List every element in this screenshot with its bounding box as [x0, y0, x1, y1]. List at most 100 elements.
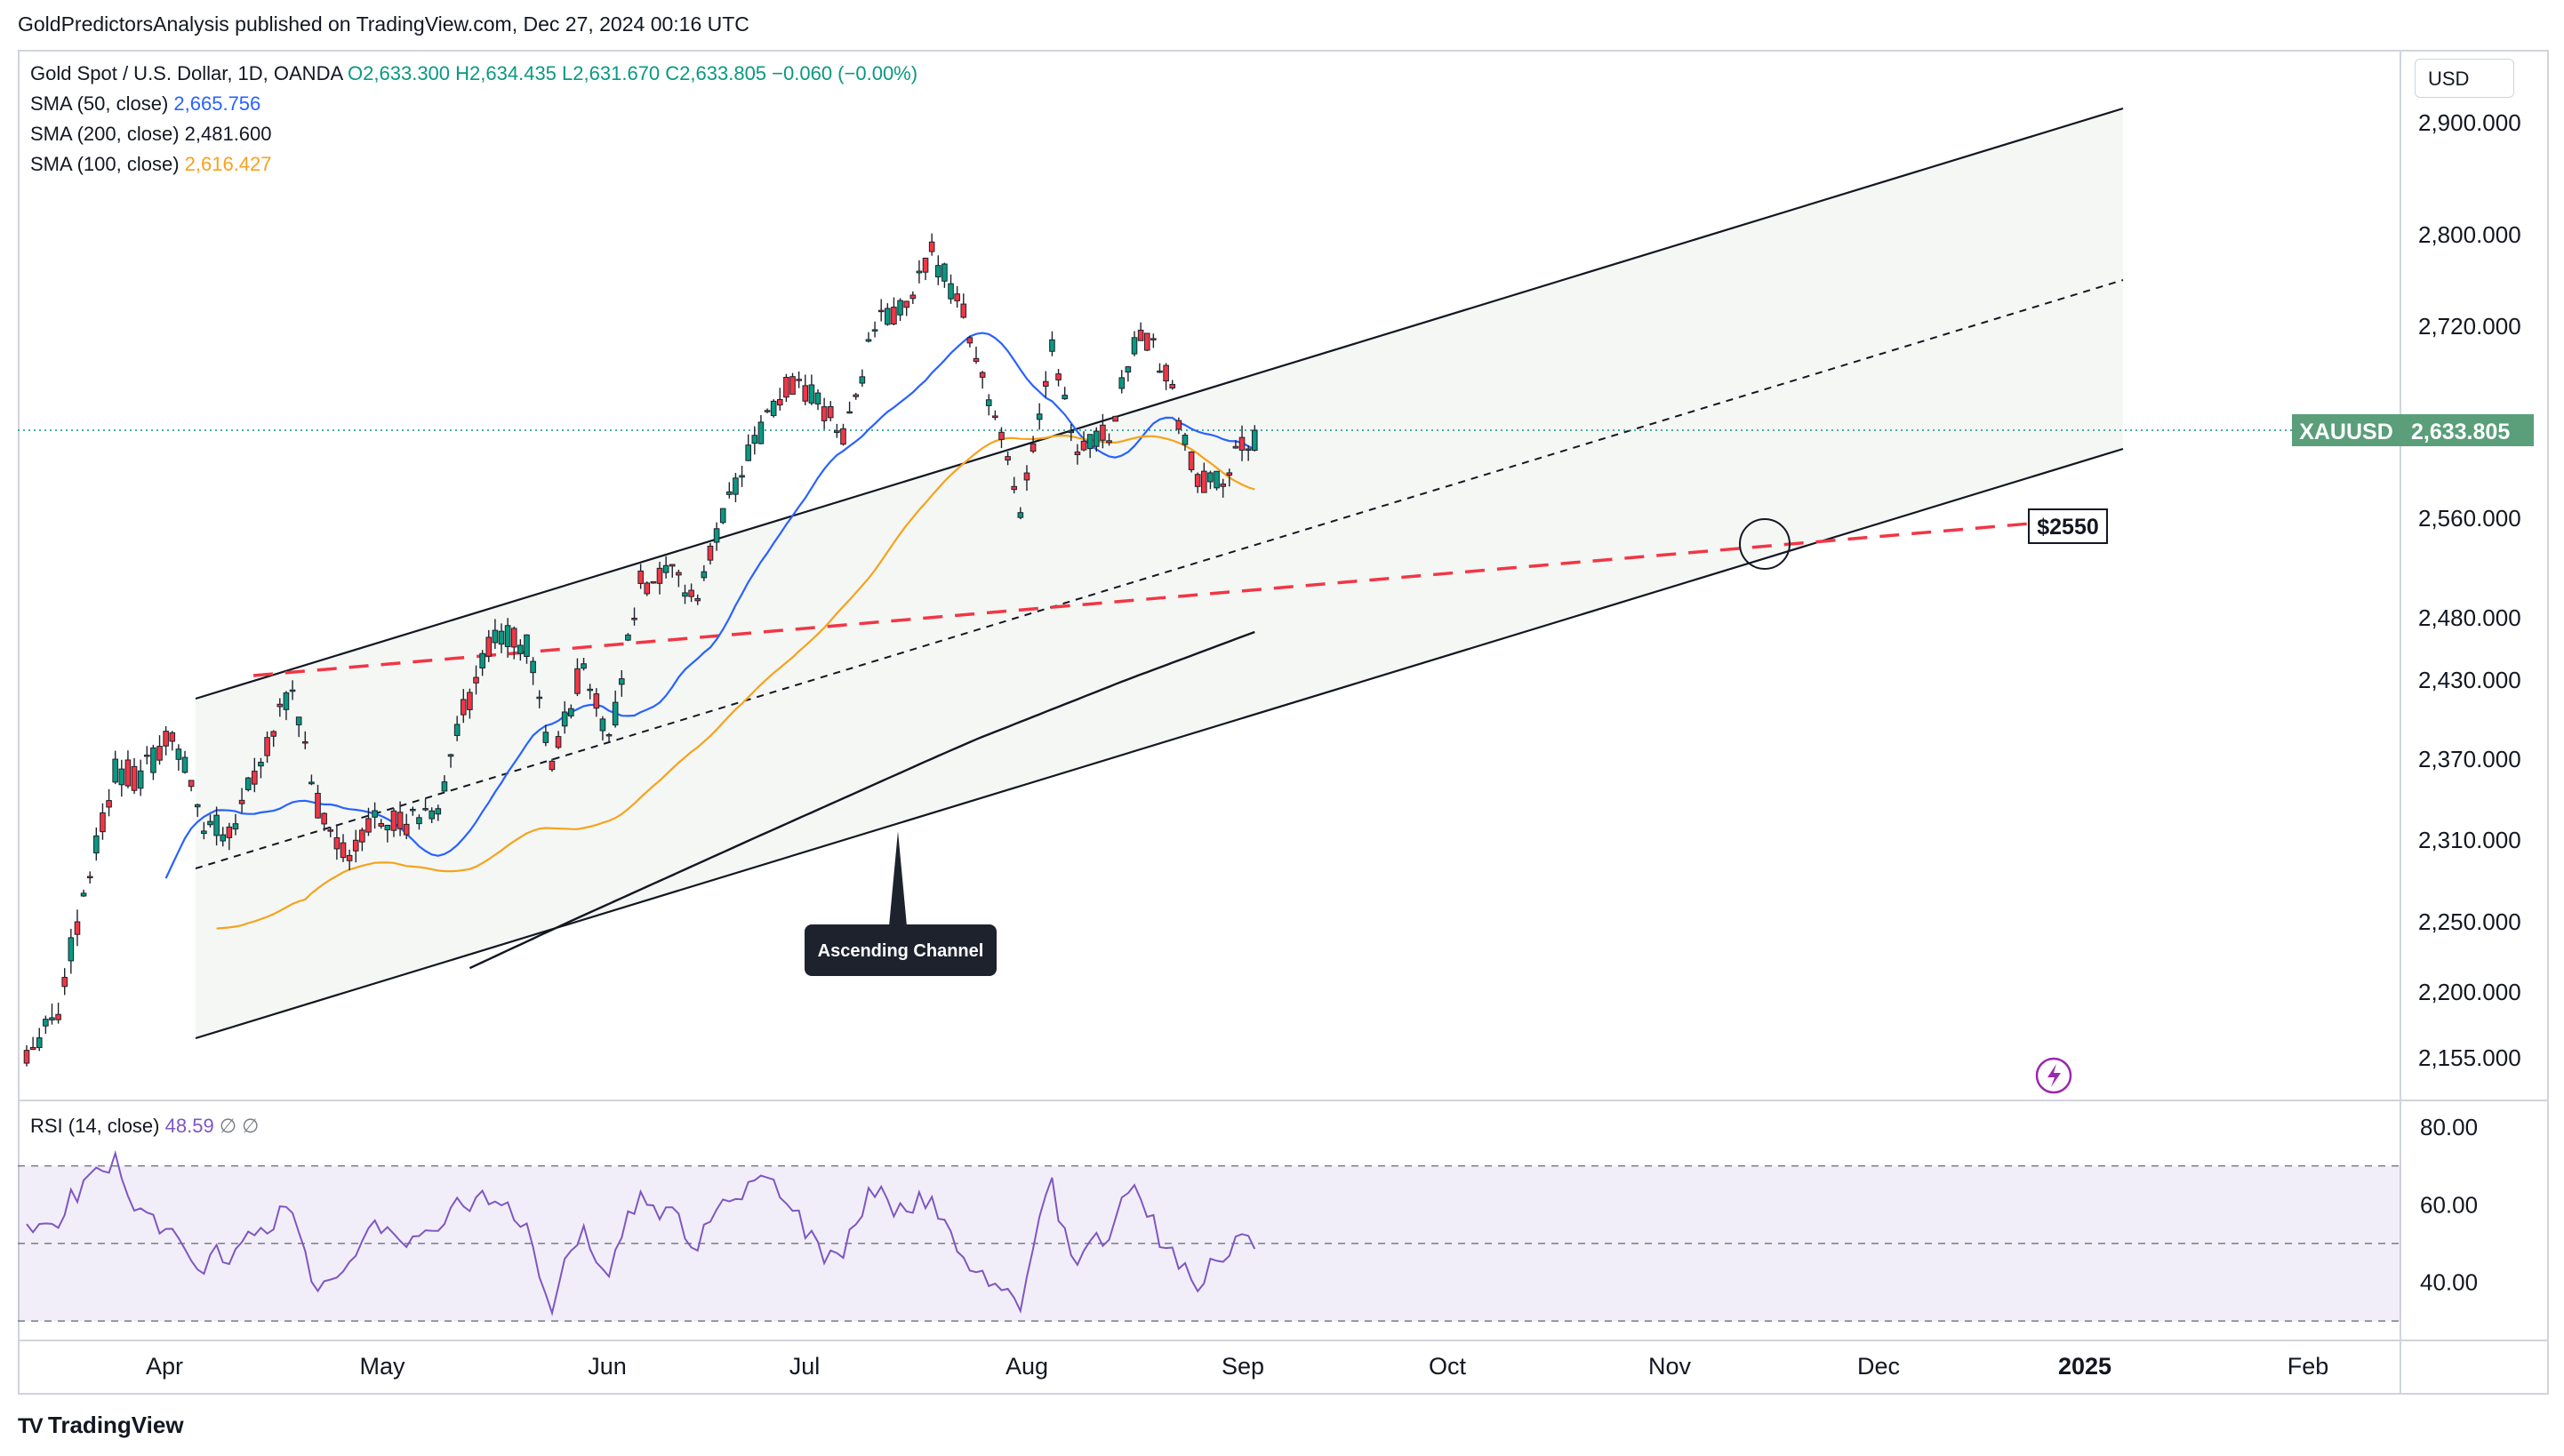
price-tick-label: 2,200.000	[2418, 979, 2521, 1005]
candle-body	[1023, 472, 1030, 481]
symbol-legend[interactable]: Gold Spot / U.S. Dollar, 1D, OANDA O2,63…	[30, 62, 917, 85]
candle-body	[909, 294, 917, 300]
candle-body	[49, 1017, 55, 1020]
candle-body	[669, 564, 676, 567]
candle-body	[840, 428, 846, 445]
candle-body	[258, 762, 264, 767]
candle-body	[403, 823, 410, 836]
candle-body	[524, 634, 530, 657]
price-tick-label: 2,800.000	[2418, 221, 2521, 248]
rsi-legend[interactable]: RSI (14, close) 48.59 ∅ ∅	[30, 1115, 259, 1138]
candle-body	[321, 812, 327, 825]
candle-body	[74, 921, 81, 935]
candle-body	[441, 781, 448, 792]
candle-body	[682, 592, 688, 597]
candle-body	[238, 799, 245, 804]
resistance-support-line	[252, 521, 2041, 677]
candle-body	[1093, 430, 1100, 447]
sma100-line	[216, 434, 1255, 930]
candle-body	[410, 808, 416, 812]
sma200-legend[interactable]: SMA (200, close) 2,481.600	[30, 123, 272, 146]
candle-body	[352, 839, 359, 852]
candle-body	[201, 830, 207, 835]
candle-body	[796, 379, 802, 381]
candle-body	[1214, 470, 1220, 489]
candle-body	[745, 444, 751, 461]
candle-body	[1201, 470, 1207, 493]
rsi-label: RSI (14, close)	[30, 1115, 160, 1137]
candle-body	[194, 804, 201, 808]
tv-logo-icon: TV	[18, 1414, 44, 1438]
candle-body	[485, 636, 493, 657]
candle-body	[1194, 474, 1201, 487]
currency-button[interactable]: USD	[2415, 59, 2514, 98]
rsi-value: 48.59	[164, 1115, 214, 1137]
candle-body	[435, 808, 442, 815]
candle-body	[954, 293, 960, 301]
candle-body	[1157, 370, 1163, 373]
candle-body	[390, 810, 397, 831]
candle-body	[1074, 452, 1081, 455]
candle-body	[1043, 380, 1049, 387]
candle-body	[29, 1046, 36, 1051]
candle-body	[93, 835, 100, 854]
candle-body	[252, 771, 258, 785]
candle-body	[517, 644, 524, 654]
candle-body	[922, 257, 929, 273]
candle-body	[802, 385, 809, 402]
candle-body	[941, 263, 948, 282]
support-label: $2550	[2037, 515, 2099, 540]
price-tick-label: 2,250.000	[2418, 908, 2521, 935]
candle-body	[707, 545, 714, 561]
candle-body	[637, 570, 644, 584]
candle-body	[169, 732, 176, 742]
candle-body	[1055, 373, 1062, 380]
ohlc-change: −0.060 (−0.00%)	[772, 62, 918, 84]
candle-body	[618, 678, 625, 685]
candle-body	[467, 692, 473, 710]
candle-body	[68, 937, 75, 962]
candle-body	[1005, 456, 1011, 461]
symbol-name[interactable]: Gold Spot / U.S. Dollar, 1D, OANDA	[30, 62, 342, 84]
candle-body	[213, 814, 220, 836]
candle-body	[80, 892, 87, 897]
brand-name: TradingView	[47, 1412, 184, 1438]
sma50-line	[164, 332, 1255, 879]
candle-body	[568, 708, 574, 716]
candle-body	[359, 829, 365, 843]
candle-body	[561, 711, 568, 727]
candle-body	[124, 759, 132, 787]
sma50-label: SMA (50, close)	[30, 92, 169, 115]
candle-body	[846, 411, 853, 414]
candle-body	[1220, 484, 1226, 487]
candle-body	[1086, 434, 1094, 450]
candle-body	[137, 770, 144, 789]
channel-midline	[195, 279, 2124, 869]
candle-body	[1080, 440, 1087, 451]
time-tick-label: Dec	[1857, 1353, 1900, 1380]
candle-body	[928, 241, 935, 252]
candle-body	[808, 384, 815, 404]
sma50-legend[interactable]: SMA (50, close) 2,665.756	[30, 92, 260, 116]
candle-body	[764, 410, 771, 412]
candle-body	[751, 435, 758, 444]
tradingview-logo[interactable]: TV TradingView	[18, 1412, 184, 1439]
candle-body	[581, 663, 587, 669]
sma100-legend[interactable]: SMA (100, close) 2,616.427	[30, 153, 272, 176]
lightning-icon	[2047, 1064, 2061, 1087]
candle-body	[733, 477, 739, 495]
time-tick-label: Jul	[789, 1353, 821, 1380]
price-tick-label: 2,900.000	[2418, 109, 2521, 136]
ohlc-open: O2,633.300	[348, 62, 451, 84]
candle-body	[276, 703, 284, 708]
price-tick-label: 2,560.000	[2418, 505, 2521, 532]
candle-body	[948, 283, 954, 300]
candle-body	[346, 854, 353, 861]
candle-body	[23, 1050, 30, 1064]
candle-body	[688, 589, 694, 597]
candle-body	[378, 823, 385, 827]
sma100-value: 2,616.427	[184, 153, 272, 175]
candle-body	[1163, 364, 1169, 382]
candle-body	[244, 777, 252, 790]
